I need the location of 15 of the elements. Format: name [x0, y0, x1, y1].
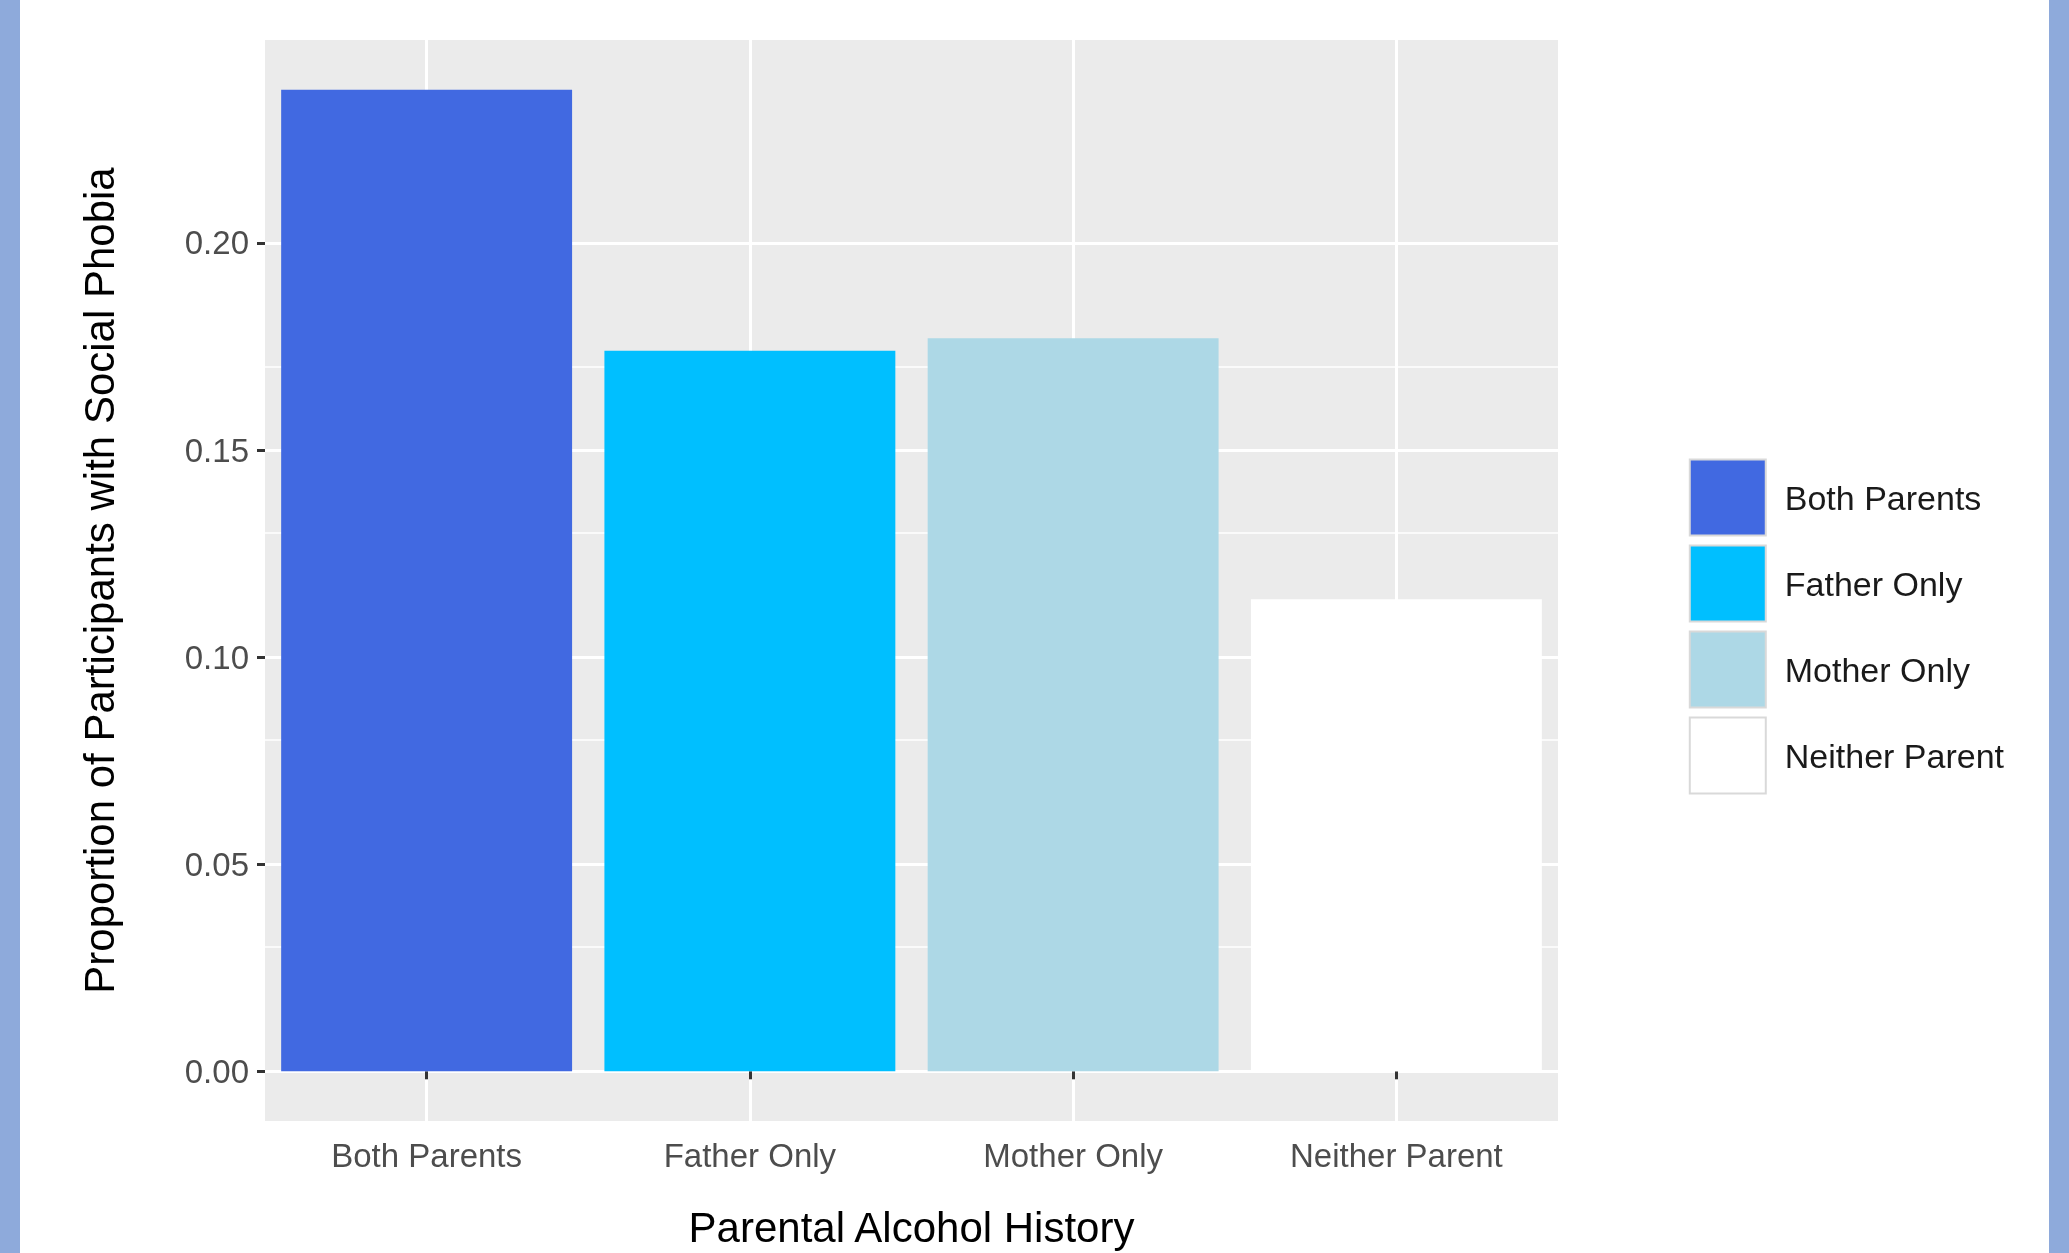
- x-axis-title: Parental Alcohol History: [688, 1203, 1135, 1251]
- y-tick-label: 0.20: [184, 224, 249, 262]
- x-tick-label: Neither Parent: [1289, 1137, 1503, 1174]
- x-tick-label: Father Only: [663, 1137, 837, 1174]
- legend-label: Both Parents: [1784, 478, 1982, 517]
- x-tick-label: Mother Only: [983, 1137, 1164, 1174]
- y-tick-label: 0.15: [184, 431, 249, 469]
- legend-label: Mother Only: [1784, 650, 1970, 689]
- legend-label: Neither Parent: [1784, 736, 2005, 775]
- y-tick-label: 0.00: [184, 1052, 249, 1090]
- y-tick-label: 0.10: [184, 638, 249, 676]
- y-axis-title: Proportion of Participants with Social Phobia: [75, 166, 123, 994]
- legend-label: Father Only: [1784, 564, 1963, 603]
- y-tick-label: 0.05: [184, 845, 249, 883]
- x-tick-label: Both Parents: [331, 1137, 523, 1174]
